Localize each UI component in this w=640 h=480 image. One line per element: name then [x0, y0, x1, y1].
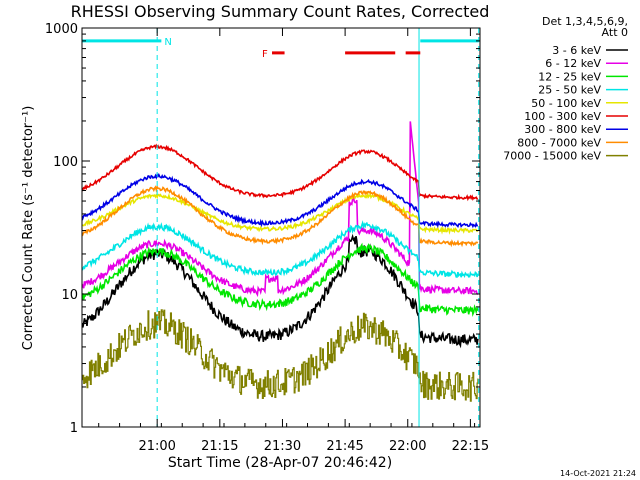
series-line-100-300keV: [82, 143, 478, 202]
legend-title: Det 1,3,4,5,6,9,: [542, 15, 628, 28]
y-axis-label: Corrected Count Rate (s⁻¹ detector⁻¹): [21, 106, 36, 351]
y-tick-label: 1: [70, 421, 78, 436]
legend-label: 25 - 50 keV: [538, 84, 601, 97]
plot-frame: [81, 27, 481, 428]
x-tick-label: 21:30: [264, 439, 301, 454]
footer-timestamp: 14-Oct-2021 21:24: [560, 469, 636, 478]
series-line-50-100keV: [82, 191, 479, 235]
legend-label: 12 - 25 keV: [538, 70, 601, 83]
x-axis-label: Start Time (28-Apr-07 20:46:42): [168, 455, 392, 471]
x-tick-label: 21:15: [201, 439, 238, 454]
series-line-300-800keV: [82, 172, 479, 229]
legend-label: 50 - 100 keV: [531, 97, 601, 110]
series-line-6-12keV: [82, 121, 479, 298]
flag-bar: [345, 51, 396, 55]
legend-label: 300 - 800 keV: [524, 123, 601, 136]
flag-bar: [82, 39, 162, 43]
series-line-800-7000keV: [82, 185, 479, 248]
legend-label: 7000 - 15000 keV: [503, 150, 601, 163]
series-line-7000-15000keV: [82, 309, 479, 402]
y-tick-label: 100: [53, 155, 78, 170]
flag-label: N: [164, 37, 171, 48]
flag-bar: [405, 51, 421, 55]
x-tick-label: 22:00: [389, 439, 426, 454]
x-tick-label: 21:45: [326, 439, 363, 454]
y-tick-label: 10: [61, 288, 78, 303]
chart-title: RHESSI Observing Summary Count Rates, Co…: [71, 2, 490, 21]
legend-label: 800 - 7000 keV: [517, 136, 601, 149]
series-line-25-50keV: [82, 220, 479, 278]
series-line-3-6keV: [82, 233, 479, 349]
flag-bar: [272, 51, 285, 55]
x-tick-label: 22:15: [452, 439, 489, 454]
legend-title: Att 0: [602, 26, 628, 39]
legend-label: 3 - 6 keV: [552, 44, 601, 57]
flag-bar: [420, 39, 479, 43]
legend-label: 100 - 300 keV: [524, 110, 601, 123]
x-tick-label: 21:00: [138, 439, 175, 454]
flag-label: F: [262, 49, 268, 60]
y-tick-label: 1000: [45, 22, 78, 37]
legend-label: 6 - 12 keV: [545, 57, 601, 70]
series-line-12-25keV: [82, 242, 479, 317]
